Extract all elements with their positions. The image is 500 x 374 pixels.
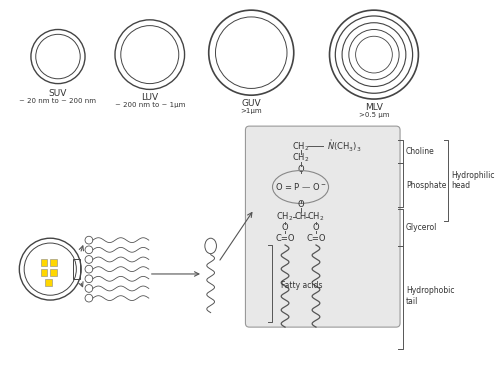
Text: C=O: C=O bbox=[276, 234, 295, 243]
Text: Hydrophilic
head: Hydrophilic head bbox=[452, 171, 495, 190]
Text: O: O bbox=[297, 200, 304, 209]
Bar bbox=[46, 279, 52, 286]
Text: CH$_2$: CH$_2$ bbox=[292, 140, 309, 153]
Text: SUV: SUV bbox=[49, 89, 67, 98]
Text: O: O bbox=[297, 165, 304, 174]
Text: MLV: MLV bbox=[365, 103, 383, 112]
Text: >1μm: >1μm bbox=[240, 108, 262, 114]
Text: LUV: LUV bbox=[141, 93, 158, 102]
Text: Hydrophobic
tail: Hydrophobic tail bbox=[406, 286, 454, 306]
Text: ~ 200 nm to ~ 1μm: ~ 200 nm to ~ 1μm bbox=[114, 102, 185, 108]
Text: Phosphate: Phosphate bbox=[406, 181, 446, 190]
Text: O = P — O$^-$: O = P — O$^-$ bbox=[274, 181, 326, 193]
FancyBboxPatch shape bbox=[246, 126, 400, 327]
Text: CH$_2$: CH$_2$ bbox=[308, 211, 324, 223]
Text: C=O: C=O bbox=[306, 234, 326, 243]
Text: O: O bbox=[282, 223, 288, 232]
Bar bbox=[40, 269, 48, 276]
Text: CH$_2$: CH$_2$ bbox=[276, 211, 294, 223]
Text: GUV: GUV bbox=[242, 99, 261, 108]
Bar bbox=[40, 260, 48, 266]
Text: Glycerol: Glycerol bbox=[406, 223, 437, 232]
Text: Choline: Choline bbox=[406, 147, 434, 156]
Text: $\mathring{N}$(CH$_3$)$_3$: $\mathring{N}$(CH$_3$)$_3$ bbox=[326, 139, 361, 154]
Text: Fatty acids: Fatty acids bbox=[281, 281, 322, 290]
Bar bbox=[74, 260, 80, 279]
Text: O: O bbox=[312, 223, 320, 232]
Text: CH: CH bbox=[294, 212, 306, 221]
Text: CH$_2$: CH$_2$ bbox=[292, 152, 309, 164]
Bar bbox=[50, 269, 57, 276]
Bar bbox=[50, 260, 57, 266]
Text: >0.5 μm: >0.5 μm bbox=[358, 111, 389, 118]
Text: ~ 20 nm to ~ 200 nm: ~ 20 nm to ~ 200 nm bbox=[20, 98, 96, 104]
